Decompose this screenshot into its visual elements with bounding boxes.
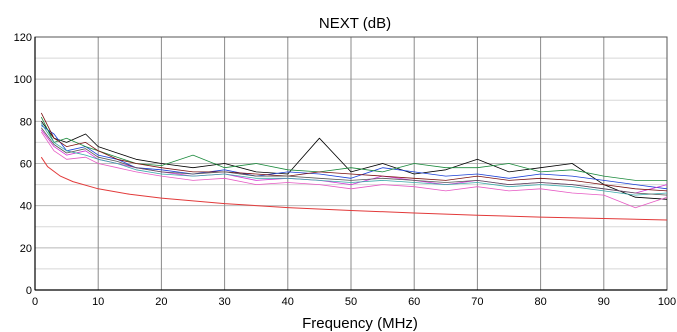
x-tick-label: 40 bbox=[282, 296, 294, 308]
x-tick-label: 70 bbox=[471, 296, 483, 308]
x-tick-label: 90 bbox=[598, 296, 610, 308]
series-line-7 bbox=[40, 131, 668, 209]
series-line-4 bbox=[40, 129, 668, 194]
y-tick-label: 0 bbox=[26, 285, 32, 297]
x-tick-label: 100 bbox=[658, 296, 676, 308]
x-tick-label: 60 bbox=[408, 296, 420, 308]
series-line-2 bbox=[41, 125, 668, 190]
series-line-8 bbox=[40, 127, 668, 196]
x-tick-label: 0 bbox=[32, 296, 38, 308]
y-tick-label: 100 bbox=[14, 74, 32, 86]
x-tick-label: 30 bbox=[218, 296, 230, 308]
y-tick-label: 120 bbox=[14, 32, 32, 44]
series-line-3 bbox=[40, 116, 667, 181]
tick-labels: 0 10 20 30 40 50 60 70 80 90 100 0 20 40 60 80 100 120 bbox=[14, 32, 677, 308]
y-tick-label: 40 bbox=[20, 201, 32, 213]
axes bbox=[34, 36, 668, 291]
limit-line-group bbox=[40, 156, 668, 221]
chart-title: NEXT (dB) bbox=[319, 15, 391, 32]
y-tick-label: 60 bbox=[20, 159, 32, 171]
x-axis-label: Frequency (MHz) bbox=[302, 315, 418, 332]
series-line-1 bbox=[40, 121, 668, 200]
y-tick-label: 20 bbox=[20, 243, 32, 255]
series-line-5 bbox=[40, 112, 668, 192]
limit-line bbox=[40, 156, 668, 221]
series-group bbox=[40, 112, 668, 209]
y-tick-label: 80 bbox=[20, 116, 32, 128]
x-tick-label: 20 bbox=[155, 296, 167, 308]
series-line-6 bbox=[40, 123, 668, 196]
x-tick-label: 50 bbox=[345, 296, 357, 308]
x-tick-label: 10 bbox=[92, 296, 104, 308]
x-tick-label: 80 bbox=[534, 296, 546, 308]
